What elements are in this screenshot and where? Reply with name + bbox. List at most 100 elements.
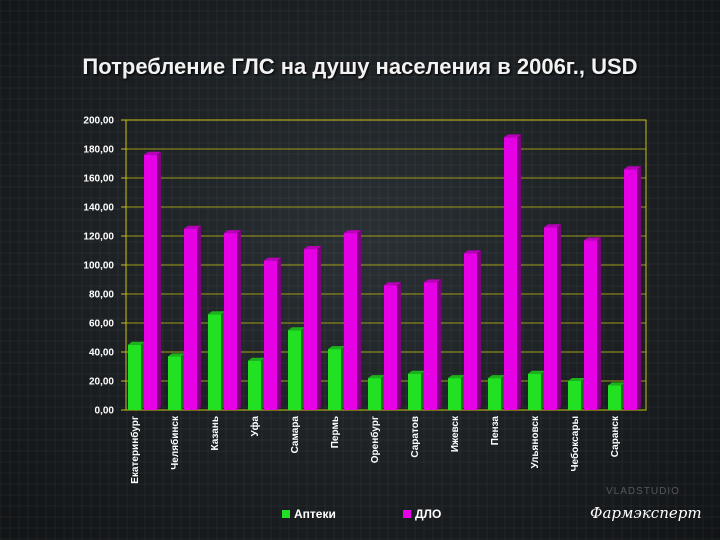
bar-front xyxy=(568,381,581,410)
bar-side xyxy=(397,282,401,410)
bar-side xyxy=(157,151,161,411)
bar-top xyxy=(584,237,601,241)
bar-front xyxy=(448,378,461,410)
bar-side xyxy=(477,250,481,410)
bars xyxy=(128,134,641,411)
x-tick-label: Челябинск xyxy=(169,415,181,470)
bar-apteki xyxy=(288,327,305,410)
bar-top xyxy=(424,279,441,283)
bar-front xyxy=(168,356,181,410)
bar-side xyxy=(517,134,521,410)
bar-top xyxy=(208,311,225,315)
bar-top xyxy=(264,257,281,261)
bar-front xyxy=(528,373,541,410)
bar-apteki xyxy=(248,357,265,410)
watermark: VLADSTUDIO xyxy=(606,486,680,497)
bar-top xyxy=(464,250,481,254)
legend-label: Аптеки xyxy=(294,507,336,521)
bar-front xyxy=(248,360,261,410)
bar-top xyxy=(224,230,241,234)
bar-apteki xyxy=(208,311,225,410)
y-tick-label: 100,00 xyxy=(83,261,114,272)
bar-front xyxy=(584,240,597,410)
bar-dlo xyxy=(144,151,161,411)
x-tick-label: Пермь xyxy=(330,416,341,448)
x-tick-label: Пенза xyxy=(490,416,501,446)
bar-front xyxy=(184,228,197,410)
bar-top xyxy=(568,378,585,381)
bar-dlo xyxy=(464,250,481,410)
bar-top xyxy=(144,151,161,155)
bar-front xyxy=(144,154,157,410)
bar-apteki xyxy=(528,370,545,410)
x-tick-label: Оренбург xyxy=(369,416,381,463)
x-tick-label: Екатеринбург xyxy=(129,416,141,484)
y-tick-label: 80,00 xyxy=(89,290,114,301)
bar-dlo xyxy=(344,230,361,410)
bar-apteki xyxy=(488,375,505,410)
bar-top xyxy=(384,282,401,286)
bar-apteki xyxy=(368,375,385,410)
x-tick-label: Казань xyxy=(210,416,221,451)
y-tick-label: 60,00 xyxy=(89,319,114,330)
bar-top xyxy=(248,357,265,361)
bar-dlo xyxy=(624,166,641,410)
bar-side xyxy=(197,225,201,410)
bar-side xyxy=(357,230,361,410)
bar-front xyxy=(464,253,477,410)
bar-front xyxy=(408,373,421,410)
bar-top xyxy=(544,224,561,228)
bar-front xyxy=(544,227,557,410)
bar-dlo xyxy=(184,225,201,410)
x-tick-label: Саратов xyxy=(410,416,421,458)
bar-front xyxy=(384,285,397,410)
y-tick-label: 0,00 xyxy=(95,406,115,417)
chart-title: Потребление ГЛС на душу населения в 2006… xyxy=(82,54,638,79)
legend-swatch xyxy=(403,510,411,518)
bar-dlo xyxy=(504,134,521,410)
x-tick-label: Чебоксары xyxy=(569,416,581,472)
brand-label: Фармэксперт xyxy=(590,504,702,522)
bar-dlo xyxy=(424,279,441,410)
bar-side xyxy=(277,257,281,410)
bar-top xyxy=(488,375,505,379)
bar-front xyxy=(208,314,221,410)
x-tick-label: Ижевск xyxy=(450,415,461,452)
bar-top xyxy=(448,375,465,379)
bar-top xyxy=(504,134,521,138)
bar-apteki xyxy=(128,341,145,410)
bar-top xyxy=(528,370,545,374)
bar-front xyxy=(128,344,141,410)
bar-top xyxy=(624,166,641,170)
y-axis: 0,00 20,00 40,00 60,00 80,00 100,00 120,00 140,… xyxy=(83,116,126,417)
bar-side xyxy=(557,224,561,410)
bar-front xyxy=(624,169,637,410)
y-tick-label: 180,00 xyxy=(83,145,114,156)
x-axis: Екатеринбург Челябинск Казань Уфа Самара Перм… xyxy=(129,415,621,484)
bar-top xyxy=(368,375,385,379)
legend-item: ДЛО xyxy=(403,507,441,521)
bar-apteki xyxy=(568,378,585,410)
bar-apteki xyxy=(408,370,425,410)
bar-front xyxy=(344,233,357,410)
bar-front xyxy=(304,249,317,410)
bar-side xyxy=(237,230,241,410)
bar-front xyxy=(368,378,381,410)
y-tick-label: 120,00 xyxy=(83,232,114,243)
bar-apteki xyxy=(608,382,625,410)
bar-side xyxy=(317,246,321,410)
bar-side xyxy=(637,166,641,410)
bar-top xyxy=(608,382,625,386)
x-tick-label: Уфа xyxy=(249,416,261,437)
bar-front xyxy=(608,385,621,410)
bar-dlo xyxy=(544,224,561,410)
y-tick-label: 140,00 xyxy=(83,203,114,214)
bar-dlo xyxy=(584,237,601,410)
bar-front xyxy=(424,282,437,410)
bar-top xyxy=(288,327,305,331)
y-tick-label: 20,00 xyxy=(89,377,114,388)
bar-front xyxy=(328,349,341,410)
bar-apteki xyxy=(448,375,465,410)
